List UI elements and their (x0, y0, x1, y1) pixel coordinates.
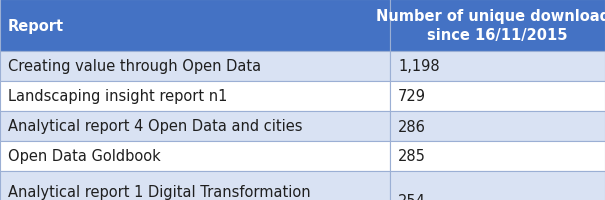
Bar (390, 0, 605, 52)
Text: Number of unique downloads
since 16/11/2015: Number of unique downloads since 16/11/2… (376, 9, 605, 43)
Bar (0, 0, 390, 52)
Text: Report: Report (8, 18, 64, 33)
Text: 1,198: 1,198 (398, 59, 440, 74)
Bar (390, 111, 605, 141)
Text: 729: 729 (398, 89, 426, 104)
Text: 285: 285 (398, 149, 426, 164)
Bar (0, 111, 390, 141)
Bar (0, 171, 390, 200)
Text: 286: 286 (398, 119, 426, 134)
Bar (390, 52, 605, 82)
Bar (390, 141, 605, 171)
Bar (0, 141, 390, 171)
Bar (390, 171, 605, 200)
Bar (390, 82, 605, 111)
Text: Open Data Goldbook: Open Data Goldbook (8, 149, 161, 164)
Bar (0, 52, 390, 82)
Text: Analytical report 4 Open Data and cities: Analytical report 4 Open Data and cities (8, 119, 302, 134)
Text: Landscaping insight report n1: Landscaping insight report n1 (8, 89, 227, 104)
Bar (0, 82, 390, 111)
Text: Creating value through Open Data: Creating value through Open Data (8, 59, 261, 74)
Text: 254: 254 (398, 193, 426, 200)
Text: Analytical report 1 Digital Transformation
and Open Data: Analytical report 1 Digital Transformati… (8, 184, 310, 200)
